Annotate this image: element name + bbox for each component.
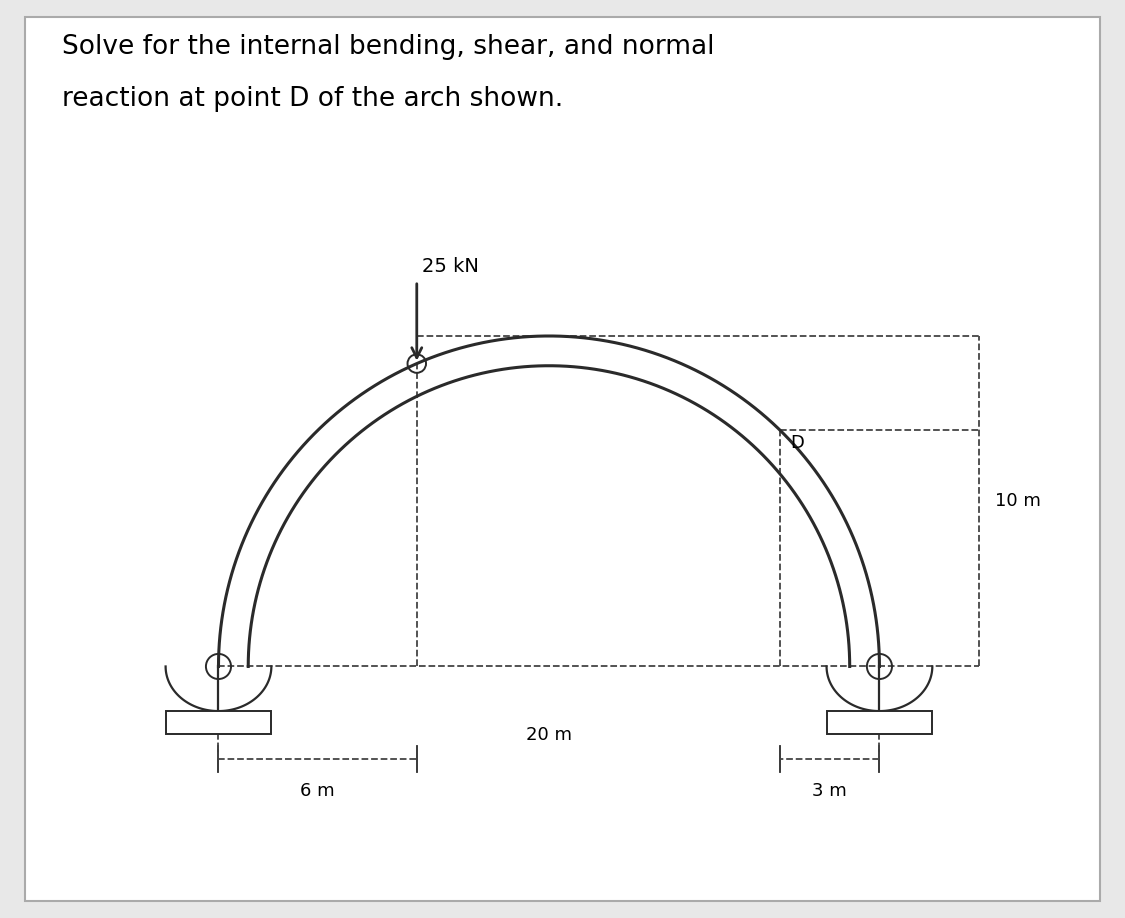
- Text: 6 m: 6 m: [300, 782, 335, 800]
- Bar: [165, 711, 271, 734]
- Text: 3 m: 3 m: [812, 782, 847, 800]
- Text: Solve for the internal bending, shear, and normal: Solve for the internal bending, shear, a…: [62, 34, 714, 60]
- Text: 10 m: 10 m: [996, 492, 1041, 510]
- Bar: [827, 711, 933, 734]
- FancyBboxPatch shape: [25, 17, 1100, 901]
- Text: 20 m: 20 m: [526, 726, 572, 744]
- Text: D: D: [790, 434, 804, 452]
- Text: 25 kN: 25 kN: [422, 257, 478, 276]
- Text: reaction at point D of the arch shown.: reaction at point D of the arch shown.: [62, 86, 564, 112]
